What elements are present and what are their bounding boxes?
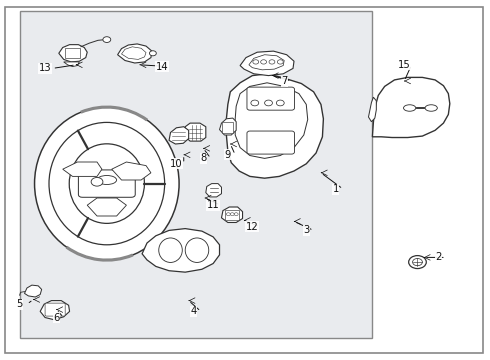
Circle shape xyxy=(269,60,275,64)
Polygon shape xyxy=(122,47,146,59)
Bar xyxy=(20,11,372,338)
Text: 15: 15 xyxy=(398,60,411,70)
FancyBboxPatch shape xyxy=(45,303,65,316)
Text: 6: 6 xyxy=(53,312,60,323)
Polygon shape xyxy=(59,45,87,62)
Polygon shape xyxy=(235,83,308,158)
Polygon shape xyxy=(87,198,126,216)
Text: 12: 12 xyxy=(246,222,259,232)
Circle shape xyxy=(277,60,283,64)
Polygon shape xyxy=(40,301,70,320)
Text: 1: 1 xyxy=(332,184,339,194)
Polygon shape xyxy=(249,55,284,70)
Polygon shape xyxy=(226,74,323,178)
Circle shape xyxy=(253,60,259,64)
Text: 4: 4 xyxy=(191,306,196,316)
Polygon shape xyxy=(112,162,151,180)
Polygon shape xyxy=(169,127,189,144)
Polygon shape xyxy=(185,123,206,141)
Text: 11: 11 xyxy=(207,200,220,210)
Text: 2: 2 xyxy=(435,252,442,262)
Ellipse shape xyxy=(69,144,145,223)
Polygon shape xyxy=(206,184,221,197)
Text: 7: 7 xyxy=(281,76,288,86)
Polygon shape xyxy=(142,229,220,272)
Bar xyxy=(65,48,80,58)
Circle shape xyxy=(276,100,284,106)
Circle shape xyxy=(409,256,426,269)
Circle shape xyxy=(251,100,259,106)
FancyBboxPatch shape xyxy=(247,87,294,110)
Ellipse shape xyxy=(185,238,209,262)
Ellipse shape xyxy=(159,238,182,262)
Bar xyxy=(225,210,239,220)
Bar xyxy=(222,122,233,133)
Circle shape xyxy=(103,37,111,42)
Text: 5: 5 xyxy=(16,299,23,309)
Polygon shape xyxy=(63,162,102,176)
Circle shape xyxy=(265,100,272,106)
Text: 10: 10 xyxy=(170,159,183,169)
Circle shape xyxy=(261,60,267,64)
Text: 3: 3 xyxy=(303,225,309,235)
Ellipse shape xyxy=(49,122,165,245)
Text: 9: 9 xyxy=(224,150,231,160)
Polygon shape xyxy=(240,51,294,76)
Text: 8: 8 xyxy=(200,153,206,163)
FancyBboxPatch shape xyxy=(247,131,294,154)
Ellipse shape xyxy=(34,107,179,260)
Polygon shape xyxy=(118,44,152,63)
Ellipse shape xyxy=(425,105,437,111)
Ellipse shape xyxy=(404,105,416,111)
Circle shape xyxy=(230,213,234,216)
Circle shape xyxy=(149,51,156,56)
Polygon shape xyxy=(221,207,243,222)
Ellipse shape xyxy=(97,176,117,185)
Polygon shape xyxy=(220,118,236,135)
Polygon shape xyxy=(372,77,450,138)
Text: 14: 14 xyxy=(155,62,168,72)
Polygon shape xyxy=(368,97,376,122)
Polygon shape xyxy=(64,62,79,67)
Polygon shape xyxy=(24,285,42,297)
Circle shape xyxy=(226,213,230,216)
Circle shape xyxy=(91,177,103,186)
Text: 13: 13 xyxy=(39,63,51,73)
Circle shape xyxy=(234,213,238,216)
Circle shape xyxy=(413,258,422,266)
FancyBboxPatch shape xyxy=(78,170,135,197)
